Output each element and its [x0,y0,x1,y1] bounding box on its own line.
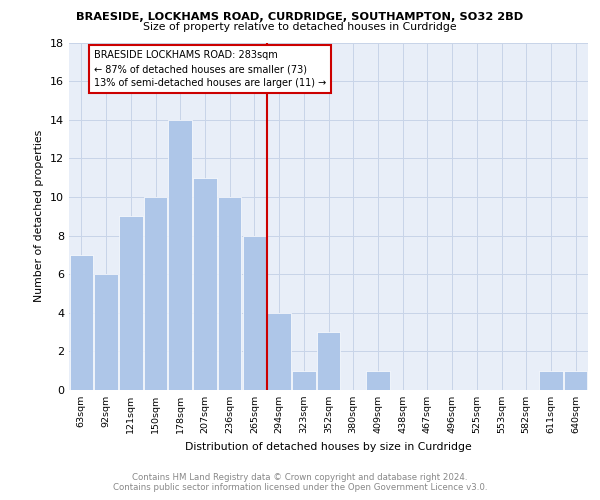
Bar [268,313,291,390]
Y-axis label: Number of detached properties: Number of detached properties [34,130,44,302]
Bar [119,216,143,390]
Bar [169,120,192,390]
Bar [539,370,563,390]
Text: Contains HM Land Registry data © Crown copyright and database right 2024.
Contai: Contains HM Land Registry data © Crown c… [113,473,487,492]
Text: BRAESIDE LOCKHAMS ROAD: 283sqm
← 87% of detached houses are smaller (73)
13% of : BRAESIDE LOCKHAMS ROAD: 283sqm ← 87% of … [94,50,326,88]
Bar [317,332,340,390]
Bar [193,178,217,390]
Bar [366,370,389,390]
Bar [218,197,241,390]
Bar [70,255,93,390]
Text: BRAESIDE, LOCKHAMS ROAD, CURDRIDGE, SOUTHAMPTON, SO32 2BD: BRAESIDE, LOCKHAMS ROAD, CURDRIDGE, SOUT… [76,12,524,22]
Bar [564,370,587,390]
Text: Size of property relative to detached houses in Curdridge: Size of property relative to detached ho… [143,22,457,32]
Bar [292,370,316,390]
Bar [94,274,118,390]
Bar [144,197,167,390]
X-axis label: Distribution of detached houses by size in Curdridge: Distribution of detached houses by size … [185,442,472,452]
Bar [242,236,266,390]
